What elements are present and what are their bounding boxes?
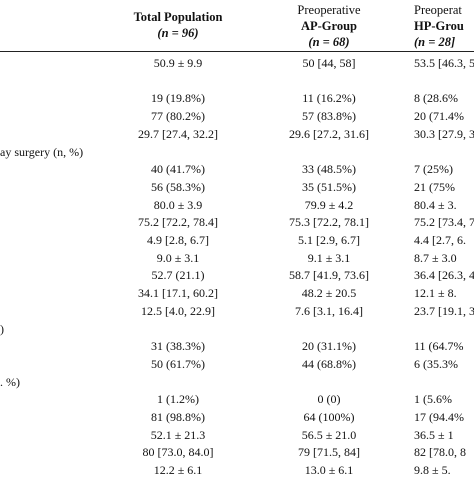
cell-total: 31 (38.3%)	[151, 339, 205, 354]
cell-hp: 7 (25%)	[414, 162, 453, 177]
cell-hp: 1 (5.6%	[414, 392, 452, 407]
header-rule	[0, 51, 474, 52]
cell-total: 12.5 [4.0, 22.9]	[141, 303, 215, 318]
cell-ap: 29.6 [27.2, 31.6]	[289, 126, 369, 141]
cell-total: 34.1 [17.1, 60.2]	[138, 286, 218, 301]
table-row: 19 (19.8%) 11 (16.2%) 8 (28.6%	[0, 89, 474, 107]
cell-hp: 82 [78.0, 8	[414, 445, 466, 460]
table-row: ay surgery (n, %)	[0, 143, 474, 161]
table-row: 12.5 [4.0, 22.9] 7.6 [3.1, 16.4] 23.7 [19.…	[0, 302, 474, 320]
cell-total: 1 (1.2%)	[157, 392, 199, 407]
table-row: 29.7 [27.4, 32.2] 29.6 [27.2, 31.6] 30.3 […	[0, 125, 474, 143]
table-row: 81 (98.8%) 64 (100%) 17 (94.4%	[0, 408, 474, 426]
header-hp-title: HP-Grou	[414, 19, 464, 33]
header-hp-line0: Preoperat	[414, 3, 462, 17]
cell-total: 81 (98.8%)	[151, 410, 205, 424]
table-row: 75.2 [72.2, 78.4] 75.3 [72.2, 78.1] 75.2 […	[0, 213, 474, 231]
cell-total: 50 (61.7%)	[151, 356, 205, 371]
header-total-n: (n = 96)	[157, 26, 199, 40]
header-hp-n: (n = 28]	[414, 35, 456, 49]
cell-total: 56 (58.3%)	[151, 179, 205, 194]
cell-ap: 13.0 ± 6.1	[304, 463, 354, 478]
table-row: 77 (80.2%) 57 (83.8%) 20 (71.4%	[0, 107, 474, 125]
table-header-hp: Preoperat HP-Grou (n = 28]	[414, 2, 474, 50]
cell-hp: 30.3 [27.9, 3	[414, 126, 474, 141]
table-header-total: Total Population (n = 96)	[118, 9, 238, 41]
cell-hp: 23.7 [19.1, 3	[414, 303, 474, 318]
cell-ap: 64 (100%)	[303, 410, 355, 424]
table-row: 1 (1.2%) 0 (0) 1 (5.6%	[0, 390, 474, 408]
cell-ap: 7.6 [3.1, 16.4]	[295, 303, 363, 318]
table-row: 34.1 [17.1, 60.2] 48.2 ± 20.5 12.1 ± 8.	[0, 284, 474, 302]
cell-total: 80.0 ± 3.9	[153, 197, 203, 212]
cell-total: 80 [73.0, 84.0]	[142, 445, 214, 460]
cell-hp: 20 (71.4%	[414, 109, 464, 124]
cell-ap: 0 (0)	[317, 392, 341, 407]
table-row: 4.9 [2.8, 6.7] 5.1 [2.9, 6.7] 4.4 [2.7, 6.	[0, 231, 474, 249]
row-label: )	[0, 321, 4, 336]
cell-hp: 8.7 ± 3.0	[414, 250, 457, 265]
row-label: ay surgery (n, %)	[0, 144, 84, 159]
cell-total: 52.1 ± 21.3	[150, 427, 206, 442]
cell-hp: 11 (64.7%	[414, 339, 464, 354]
cell-ap: 79 [71.5, 84]	[298, 445, 360, 460]
cell-total: 29.7 [27.4, 32.2]	[138, 126, 218, 141]
table-row: 40 (41.7%) 33 (48.5%) 7 (25%)	[0, 160, 474, 178]
cell-total: 50.9 ± 9.9	[153, 56, 203, 70]
cell-ap: 35 (51.5%)	[302, 179, 356, 194]
table-row: 52.1 ± 21.3 56.5 ± 21.0 36.5 ± 1	[0, 426, 474, 444]
cell-hp: 53.5 [46.3, 5	[414, 56, 474, 70]
cell-ap: 11 (16.2%)	[302, 91, 356, 106]
cell-total: 9.0 ± 3.1	[156, 250, 200, 265]
cell-ap: 5.1 [2.9, 6.7]	[298, 233, 360, 247]
cell-ap: 20 (31.1%)	[302, 339, 356, 354]
cell-hp: 80.4 ± 3.	[414, 197, 457, 212]
cell-ap: 33 (48.5%)	[302, 162, 356, 177]
cell-ap: 79.9 ± 4.2	[304, 197, 354, 212]
cell-total: 4.9 [2.8, 6.7]	[147, 233, 209, 247]
cell-ap: 9.1 ± 3.1	[307, 250, 351, 265]
cell-hp: 9.8 ± 5.	[414, 463, 451, 478]
table-row: 9.0 ± 3.1 9.1 ± 3.1 8.7 ± 3.0	[0, 249, 474, 267]
cell-ap: 48.2 ± 20.5	[301, 286, 357, 301]
cell-hp: 21 (75%	[414, 179, 455, 194]
cell-total: 12.2 ± 6.1	[153, 463, 203, 478]
cell-total: 19 (19.8%)	[151, 91, 205, 106]
table-row: 12.2 ± 6.1 13.0 ± 6.1 9.8 ± 5.	[0, 461, 474, 479]
cell-hp: 36.5 ± 1	[414, 427, 454, 442]
cell-hp: 36.4 [26.3, 4	[414, 268, 474, 283]
table-row: 56 (58.3%) 35 (51.5%) 21 (75%	[0, 178, 474, 196]
table-row: 50.9 ± 9.9 50 [44, 58] 53.5 [46.3, 5	[0, 54, 474, 72]
cell-total: 75.2 [72.2, 78.4]	[138, 215, 218, 230]
cell-hp: 8 (28.6%	[414, 91, 458, 106]
cell-ap: 75.3 [72.2, 78.1]	[289, 215, 369, 230]
cell-hp: 12.1 ± 8.	[414, 286, 457, 301]
header-ap-line0: Preoperative	[297, 3, 361, 17]
table-header-ap: Preoperative AP-Group (n = 68)	[268, 2, 390, 50]
cell-ap: 57 (83.8%)	[302, 109, 356, 124]
table-row: . %)	[0, 373, 474, 391]
header-ap-n: (n = 68)	[308, 35, 350, 49]
table-row: 50 (61.7%) 44 (68.8%) 6 (35.3%	[0, 355, 474, 373]
table-row: )	[0, 320, 474, 338]
table-row: 80 [73.0, 84.0] 79 [71.5, 84] 82 [78.0, 8	[0, 443, 474, 461]
cell-ap: 50 [44, 58]	[302, 56, 356, 70]
cell-hp: 6 (35.3%	[414, 356, 458, 371]
cell-total: 52.7 (21.1)	[151, 268, 205, 283]
header-total-title: Total Population	[133, 10, 223, 24]
cell-ap: 58.7 [41.9, 73.6]	[289, 268, 369, 283]
cell-total: 77 (80.2%)	[151, 109, 205, 124]
table-row: 52.7 (21.1) 58.7 [41.9, 73.6] 36.4 [26.3, …	[0, 266, 474, 284]
cell-total: 40 (41.7%)	[151, 162, 205, 177]
table-row: 80.0 ± 3.9 79.9 ± 4.2 80.4 ± 3.	[0, 196, 474, 214]
cell-ap: 44 (68.8%)	[302, 356, 356, 371]
cell-hp: 75.2 [73.4, 7	[414, 215, 474, 230]
cell-hp: 17 (94.4%	[414, 410, 464, 424]
cell-hp: 4.4 [2.7, 6.	[414, 233, 466, 247]
cell-ap: 56.5 ± 21.0	[301, 427, 357, 442]
header-ap-title: AP-Group	[300, 19, 358, 33]
row-label: . %)	[0, 374, 20, 389]
table-row	[0, 72, 474, 90]
table-row: 31 (38.3%) 20 (31.1%) 11 (64.7%	[0, 337, 474, 355]
